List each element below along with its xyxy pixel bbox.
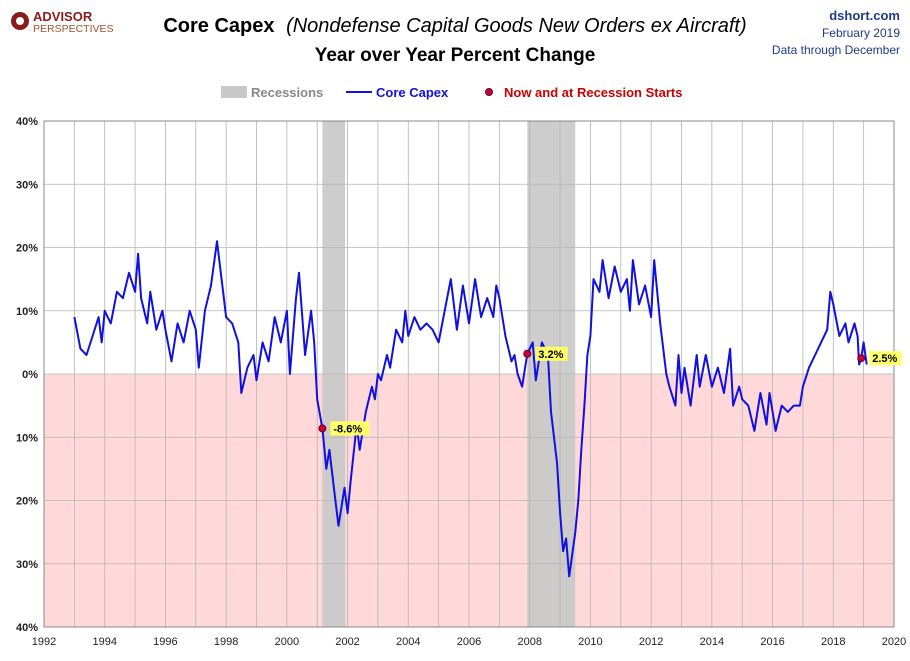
legend-recession-swatch <box>221 86 247 98</box>
y-axis-tick-labels: 40% 30% 20% 10% 0% 10% 20% 30% 40% <box>16 116 38 634</box>
annotation-label: -8.6% <box>333 423 362 435</box>
x-tick-label: 1994 <box>92 636 116 648</box>
y-tick-label: 30% <box>16 179 38 191</box>
series-lines <box>73 240 868 578</box>
chart-subtitle: Year over Year Percent Change <box>315 45 596 66</box>
series-line-0 <box>73 240 868 578</box>
date-label: February 2019 <box>822 26 900 40</box>
x-tick-label: 2000 <box>275 636 299 648</box>
y-tick-label: 0% <box>22 369 38 381</box>
plot-border <box>43 120 895 628</box>
logo-top-text: ADVISOR <box>33 9 93 24</box>
legend-marker-swatch <box>485 88 493 96</box>
x-tick-label: 2006 <box>457 636 481 648</box>
logo-bottom-text: PERSPECTIVES <box>33 23 114 35</box>
data-through-label: Data through December <box>772 43 900 57</box>
legend: Recessions Core Capex Now and at Recessi… <box>221 85 682 100</box>
x-tick-label: 2008 <box>517 636 541 648</box>
x-tick-label: 1996 <box>153 636 177 648</box>
legend-series-label: Core Capex <box>376 85 449 100</box>
annotation-marker <box>318 424 327 433</box>
title-paren: (Nondefense Capital Goods New Orders ex … <box>286 15 747 37</box>
annotation-marker <box>857 354 866 363</box>
y-tick-label: 10% <box>16 306 38 318</box>
legend-markers-label: Now and at Recession Starts <box>504 85 682 100</box>
x-tick-label: 1992 <box>32 636 56 648</box>
y-tick-label: 40% <box>16 116 38 128</box>
annotations: -8.6% 3.2% 2.5% <box>318 346 902 436</box>
x-tick-label: 2016 <box>760 636 784 648</box>
chart-title: Core Capex (Nondefense Capital Goods New… <box>163 15 746 37</box>
annotation-label: 3.2% <box>538 349 563 361</box>
site-label: dshort.com <box>829 8 900 23</box>
x-axis-tick-labels: 1992 1994 1996 1998 2000 2002 2004 2006 2008 2010… <box>32 636 906 648</box>
y-tick-label: 40% <box>16 622 38 634</box>
compass-icon-center <box>16 17 24 25</box>
x-tick-label: 2014 <box>700 636 724 648</box>
annotation-label-bg <box>535 346 568 361</box>
x-tick-label: 2004 <box>396 636 420 648</box>
annotation-label: 2.5% <box>872 353 897 365</box>
x-tick-label: 1998 <box>214 636 238 648</box>
legend-recessions-label: Recessions <box>251 85 323 100</box>
logo: ADVISOR PERSPECTIVES <box>11 9 114 35</box>
y-tick-label: 20% <box>16 496 38 508</box>
annotation-label-bg <box>330 421 370 436</box>
x-tick-label: 2010 <box>578 636 602 648</box>
annotation-label-bg <box>869 351 902 366</box>
gridlines <box>43 120 895 628</box>
y-tick-label: 20% <box>16 243 38 255</box>
x-tick-label: 2018 <box>821 636 845 648</box>
y-tick-label: 30% <box>16 559 38 571</box>
x-tick-label: 2020 <box>882 636 906 648</box>
y-tick-label: 10% <box>16 432 38 444</box>
title-main: Core Capex <box>163 15 274 37</box>
x-tick-label: 2002 <box>335 636 359 648</box>
x-tick-label: 2012 <box>639 636 663 648</box>
annotation-marker <box>523 349 532 358</box>
